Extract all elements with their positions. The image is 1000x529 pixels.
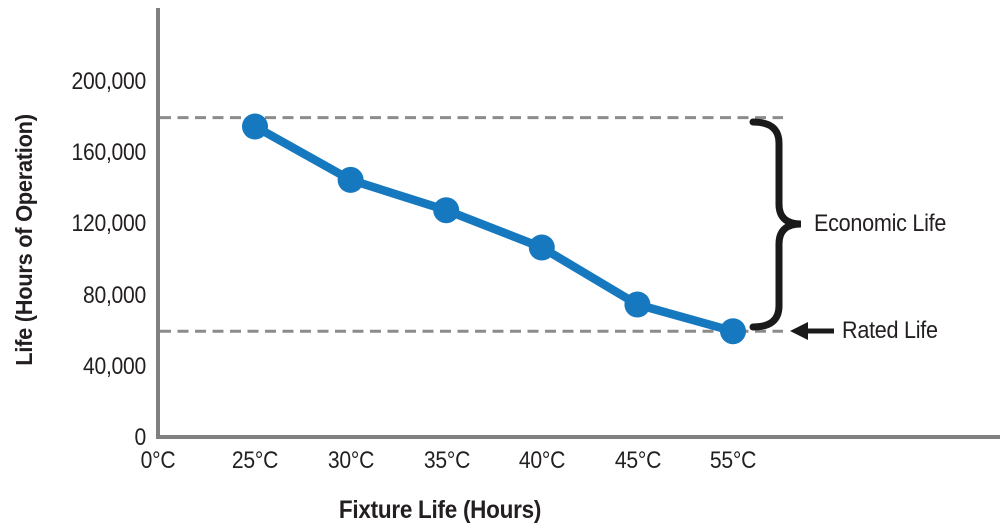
rated-life-arrow-head (790, 322, 808, 340)
rated-life-label: Rated Life (842, 317, 938, 344)
x-tick-45c: 45°C (614, 447, 662, 474)
data-point-30C (337, 166, 364, 193)
data-point-45C (624, 291, 651, 318)
data-point-35C (433, 197, 460, 224)
life-curve (252, 122, 735, 336)
y-tick-160000: 160,000 (71, 139, 147, 166)
y-axis-title: Life (Hours of Operation) (11, 114, 37, 366)
economic-life-label: Economic Life (814, 210, 947, 237)
economic-life-brace (749, 118, 802, 331)
annotation-shapes (749, 118, 834, 340)
x-tick-55c: 55°C (709, 447, 757, 474)
x-axis-title: Fixture Life (Hours) (338, 496, 542, 524)
x-tick-30c: 30°C (327, 447, 375, 474)
x-tick-40c: 40°C (518, 447, 566, 474)
data-point-40C (528, 234, 555, 261)
y-tick-200000: 200,000 (71, 68, 147, 95)
data-point-55C (720, 318, 746, 345)
y-tick-80000: 80,000 (82, 282, 146, 309)
axes (156, 8, 1000, 439)
life-curve-layer (242, 113, 746, 345)
y-tick-40000: 40,000 (82, 353, 146, 380)
x-tick-35c: 35°C (423, 447, 471, 474)
x-tick-0c: 0°C (140, 447, 176, 474)
y-tick-120000: 120,000 (71, 210, 147, 237)
data-point-25C (242, 113, 268, 140)
x-tick-25c: 25°C (231, 447, 279, 474)
y-tick-0: 0 (134, 424, 147, 451)
